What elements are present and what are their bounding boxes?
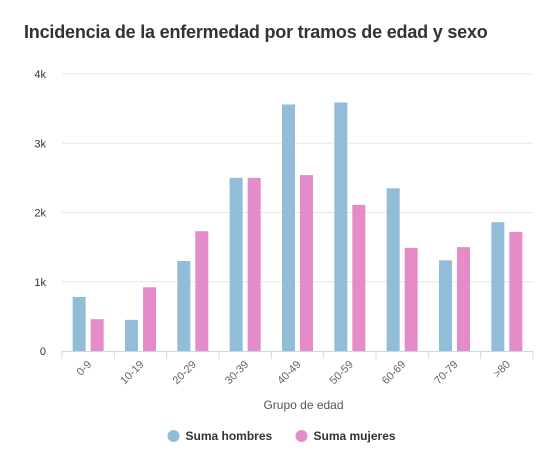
- y-tick-label: 0: [40, 346, 46, 358]
- bar[interactable]: [509, 231, 523, 351]
- bar[interactable]: [90, 319, 104, 351]
- legend-swatch: [167, 430, 180, 442]
- bar[interactable]: [177, 260, 191, 351]
- y-tick-label: 2k: [34, 208, 46, 220]
- bar[interactable]: [386, 188, 400, 351]
- legend[interactable]: Suma hombres Suma mujeres: [167, 429, 396, 443]
- x-axis: Grupo de edad 0-9 10-19 20-29 30-39 40-49 50-…: [61, 351, 534, 412]
- x-axis-title: Grupo de edad: [263, 398, 343, 412]
- x-tick-label: 70-79: [432, 359, 460, 387]
- bar[interactable]: [334, 102, 348, 351]
- bar[interactable]: [143, 287, 156, 351]
- bar[interactable]: [195, 231, 209, 351]
- bar[interactable]: [229, 177, 243, 351]
- bar[interactable]: [352, 204, 366, 351]
- x-tick-label: >80: [491, 359, 513, 381]
- bar[interactable]: [457, 247, 470, 351]
- bar[interactable]: [300, 175, 313, 351]
- legend-item[interactable]: Suma mujeres: [295, 429, 396, 443]
- grid-lines: [62, 73, 533, 283]
- legend-label: Suma mujeres: [314, 429, 396, 443]
- x-tick-label: 30-39: [223, 359, 251, 387]
- legend-item[interactable]: Suma hombres: [167, 429, 273, 443]
- bar[interactable]: [439, 260, 452, 351]
- x-tick-label: 60-69: [380, 359, 408, 387]
- y-tick-label: 3k: [34, 138, 46, 150]
- bar[interactable]: [247, 177, 261, 351]
- bar[interactable]: [404, 247, 418, 351]
- bar[interactable]: [491, 222, 505, 351]
- x-tick-label: 20-29: [171, 359, 199, 387]
- chart-title: Incidencia de la enfermedad por tramos d…: [24, 22, 488, 42]
- bar[interactable]: [72, 296, 86, 351]
- x-tick-label: 0-9: [75, 359, 95, 379]
- bar[interactable]: [125, 319, 138, 351]
- x-tick-label: 10-19: [118, 359, 146, 387]
- y-axis: 0 1k 2k 3k 4k: [34, 69, 46, 358]
- bar[interactable]: [282, 104, 295, 351]
- x-tick-label: 50-59: [328, 359, 356, 387]
- legend-swatch: [295, 430, 308, 442]
- bars: [72, 102, 523, 351]
- y-tick-label: 1k: [34, 277, 46, 289]
- legend-label: Suma hombres: [186, 429, 273, 443]
- y-tick-label: 4k: [34, 69, 46, 81]
- x-tick-label: 40-49: [275, 359, 303, 387]
